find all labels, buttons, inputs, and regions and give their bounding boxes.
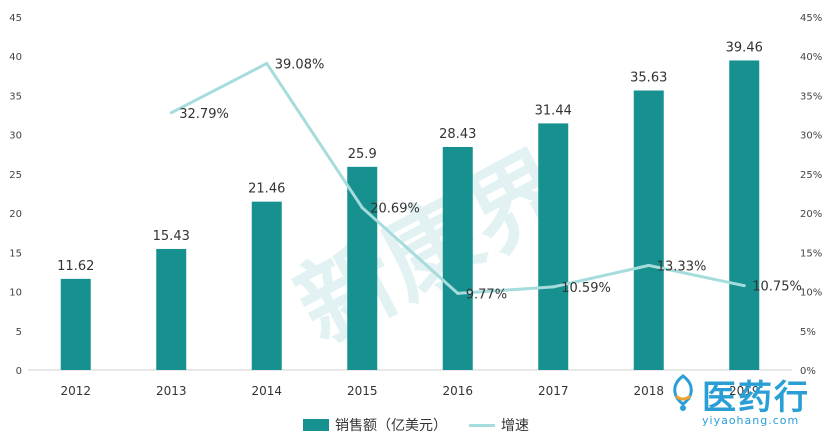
x-tick-label: 2019 xyxy=(729,384,760,398)
bar-data-label: 21.46 xyxy=(248,182,285,197)
line-series xyxy=(169,61,746,295)
brand-domain: yiyaohang.com xyxy=(702,414,800,427)
y-right-tick-label: 15% xyxy=(800,248,822,259)
y-left-tick-label: 5 xyxy=(16,327,22,338)
x-tick-label: 2018 xyxy=(633,384,664,398)
y-left-tick-label: 25 xyxy=(9,170,22,181)
x-tick-label: 2013 xyxy=(156,384,187,398)
brand-logo-icon xyxy=(673,374,693,411)
y-left-tick-label: 40 xyxy=(9,52,22,63)
growth-point xyxy=(742,284,746,288)
y-right-tick-label: 40% xyxy=(800,52,822,63)
bar-data-label: 35.63 xyxy=(630,71,667,86)
brand-watermark: 医药行 yiyaohang.com xyxy=(662,370,822,440)
y-left-tick-label: 15 xyxy=(9,248,22,259)
growth-point xyxy=(169,111,173,115)
legend-label-growth: 增速 xyxy=(501,418,529,434)
line-data-label: 39.08% xyxy=(275,57,325,72)
data-labels: 11.62 15.43 21.46 25.9 28.43 31.44 35.63 39.46 3… xyxy=(57,40,802,302)
legend-swatch-line xyxy=(469,423,495,427)
line-data-label: 10.59% xyxy=(561,281,611,296)
x-tick-label: 2012 xyxy=(60,384,91,398)
growth-point xyxy=(647,263,651,267)
y-right-tick-label: 20% xyxy=(800,209,822,220)
bar xyxy=(251,201,282,370)
growth-point xyxy=(360,206,364,210)
bar-data-label: 25.9 xyxy=(348,147,377,162)
line-data-label: 20.69% xyxy=(370,202,420,217)
y-left-tick-label: 30 xyxy=(9,131,22,142)
legend-item-sales: 销售额（亿美元） xyxy=(303,415,447,435)
line-data-label: 32.79% xyxy=(179,107,229,122)
bar xyxy=(729,60,760,370)
growth-point xyxy=(456,291,460,295)
x-tick-label: 2016 xyxy=(442,384,473,398)
y-right-tick-label: 45% xyxy=(800,13,822,24)
bar-data-label: 31.44 xyxy=(535,103,572,118)
brand-name: 医药行 xyxy=(702,378,810,418)
x-tick-label: 2015 xyxy=(347,384,378,398)
axes: 0 5 10 15 20 25 30 35 40 45 0% 5% 10% 15% 20% 25% 30% 35%… xyxy=(9,13,822,398)
y-right-tick-label: 5% xyxy=(800,327,816,338)
bar xyxy=(156,248,187,370)
y-left-tick-label: 0 xyxy=(16,366,22,377)
legend-item-growth: 增速 xyxy=(469,415,529,435)
bar-data-label: 39.46 xyxy=(726,40,763,55)
y-right-tick-label: 35% xyxy=(800,91,822,102)
growth-point xyxy=(551,285,555,289)
legend-label-sales: 销售额（亿美元） xyxy=(335,418,447,434)
y-right-tick-label: 30% xyxy=(800,131,822,142)
growth-point xyxy=(265,61,269,65)
bar-data-label: 11.62 xyxy=(57,259,94,274)
y-left-tick-label: 35 xyxy=(9,91,22,102)
bar-series xyxy=(60,60,760,370)
bar xyxy=(442,146,473,370)
legend-swatch-bar xyxy=(303,419,329,431)
y-right-tick-label: 0% xyxy=(800,366,816,377)
y-left-tick-label: 10 xyxy=(9,288,22,299)
x-tick-label: 2017 xyxy=(538,384,569,398)
line-data-label: 13.33% xyxy=(657,259,707,274)
line-data-label: 10.75% xyxy=(752,280,802,295)
y-right-tick-label: 10% xyxy=(800,288,822,299)
bar xyxy=(347,166,378,370)
bar xyxy=(538,123,569,370)
y-left-tick-label: 45 xyxy=(9,13,22,24)
y-right-tick-label: 25% xyxy=(800,170,822,181)
bar-data-label: 28.43 xyxy=(439,127,476,142)
line-data-label: 9.77% xyxy=(466,287,507,302)
legend: 销售额（亿美元） 增速 xyxy=(0,414,832,436)
y-left-tick-label: 20 xyxy=(9,209,22,220)
bar-data-label: 15.43 xyxy=(153,229,190,244)
bar xyxy=(633,90,664,370)
x-tick-label: 2014 xyxy=(251,384,282,398)
bar xyxy=(60,278,91,370)
